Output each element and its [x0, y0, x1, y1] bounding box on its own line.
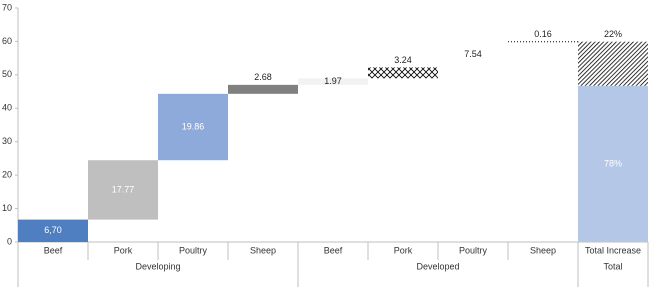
group-label: Total: [603, 261, 622, 271]
y-tick-label: 50: [2, 69, 12, 79]
y-tick-label: 20: [2, 170, 12, 180]
bar: [438, 42, 508, 68]
value-label: 19.86: [182, 121, 205, 131]
value-label: 3.24: [394, 55, 412, 65]
x-tick-label: Pork: [114, 245, 133, 255]
y-tick-label: 0: [7, 236, 12, 246]
value-label: 7.54: [464, 49, 482, 59]
y-tick-label: 40: [2, 103, 12, 113]
y-tick-label: 60: [2, 36, 12, 46]
x-tick-label: Sheep: [250, 245, 276, 255]
group-label: Developing: [135, 261, 180, 271]
value-label: 22%: [604, 29, 622, 39]
x-tick-label: Poultry: [179, 245, 208, 255]
bar: [298, 78, 368, 85]
x-tick-label: Sheep: [530, 245, 556, 255]
value-label: 6,70: [44, 225, 62, 235]
bar: [18, 219, 88, 242]
value-label: 17.77: [112, 184, 135, 194]
x-tick-label: Poultry: [459, 245, 488, 255]
y-tick-label: 10: [2, 203, 12, 213]
bar: [578, 41, 648, 86]
value-label: 0.16: [534, 29, 552, 39]
x-tick-label: Pork: [394, 245, 413, 255]
bar: [578, 85, 648, 242]
bar: [368, 67, 438, 79]
value-label: 1.97: [324, 76, 342, 86]
value-label: 78%: [604, 158, 622, 168]
bar: [228, 84, 298, 94]
y-tick-label: 30: [2, 136, 12, 146]
x-tick-label: Total Increase: [585, 245, 641, 255]
x-tick-label: Beef: [324, 245, 343, 255]
value-label: 2.68: [254, 72, 272, 82]
group-label: Developed: [416, 261, 459, 271]
bar: [158, 93, 228, 161]
y-tick-label: 70: [2, 2, 12, 12]
bar: [88, 160, 158, 220]
x-tick-label: Beef: [44, 245, 63, 255]
